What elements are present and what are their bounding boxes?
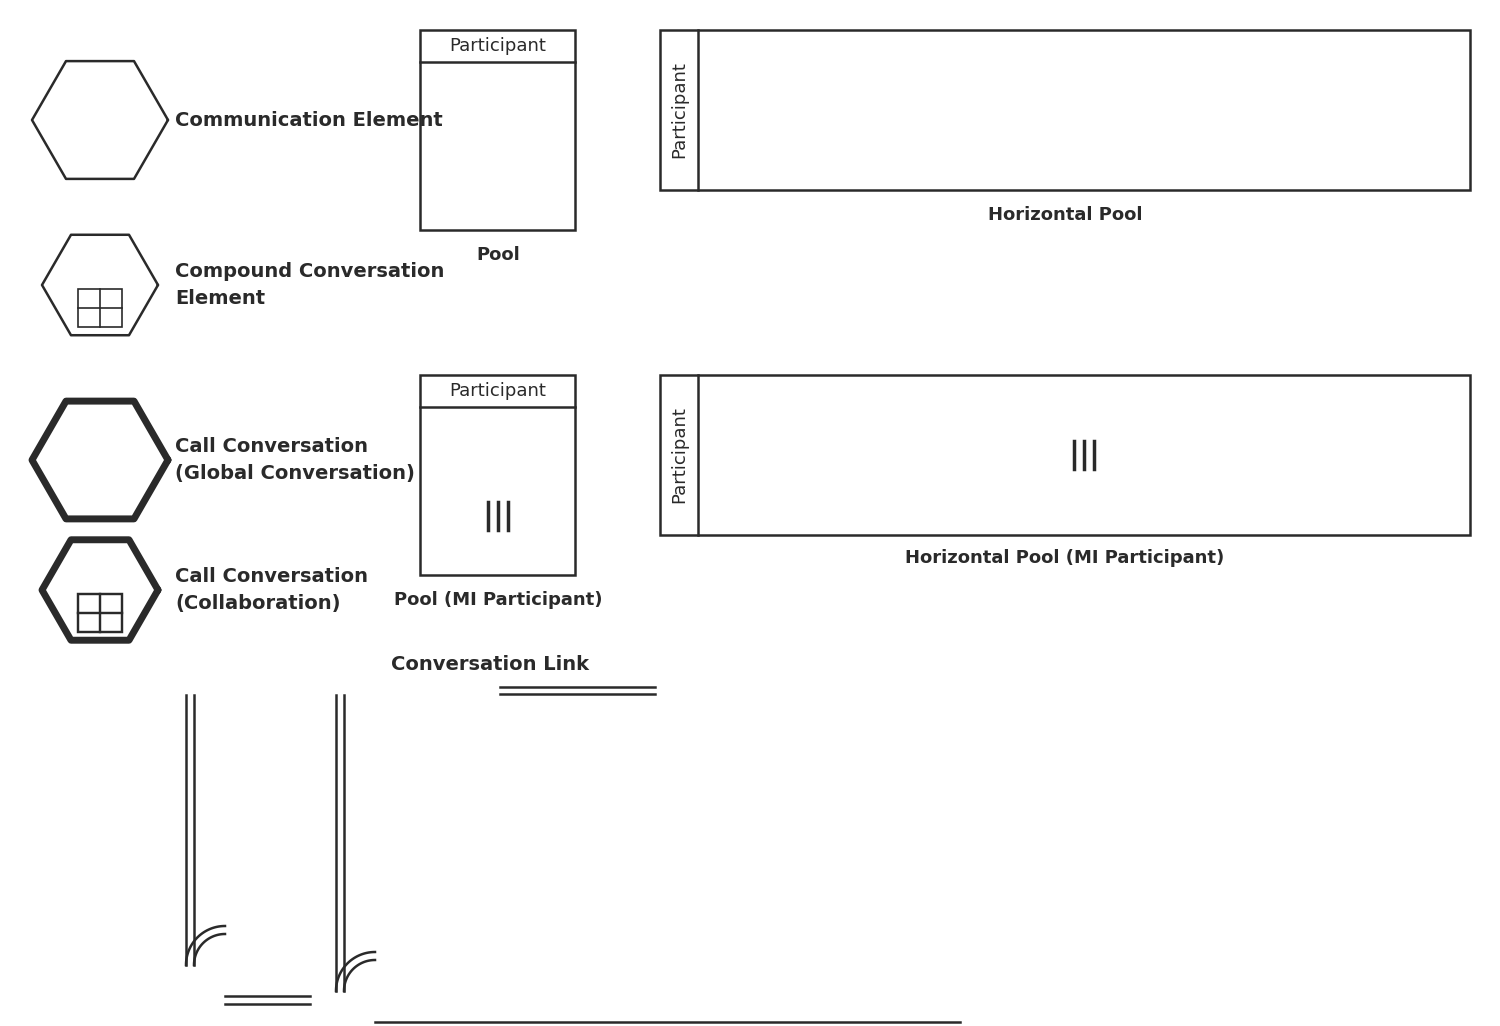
Text: Communication Element: Communication Element	[176, 111, 442, 129]
Text: Conversation Link: Conversation Link	[392, 656, 590, 674]
Text: Pool (MI Participant): Pool (MI Participant)	[393, 591, 602, 609]
Bar	[660, 30, 1470, 190]
Text: Horizontal Pool (MI Participant): Horizontal Pool (MI Participant)	[906, 549, 1224, 567]
Text: Call Conversation
(Global Conversation): Call Conversation (Global Conversation)	[176, 437, 416, 483]
Text: Participant: Participant	[670, 62, 688, 158]
Text: Compound Conversation
Element: Compound Conversation Element	[176, 263, 444, 308]
Bar	[420, 30, 574, 230]
Text: Participant: Participant	[670, 406, 688, 504]
Bar	[660, 374, 1470, 535]
Text: Participant: Participant	[448, 37, 546, 55]
Bar	[420, 374, 574, 575]
Text: Call Conversation
(Collaboration): Call Conversation (Collaboration)	[176, 567, 368, 613]
Text: Horizontal Pool: Horizontal Pool	[987, 206, 1143, 224]
Text: Participant: Participant	[448, 382, 546, 400]
Bar	[78, 289, 122, 326]
Text: Pool: Pool	[476, 246, 520, 264]
Bar	[78, 594, 122, 632]
